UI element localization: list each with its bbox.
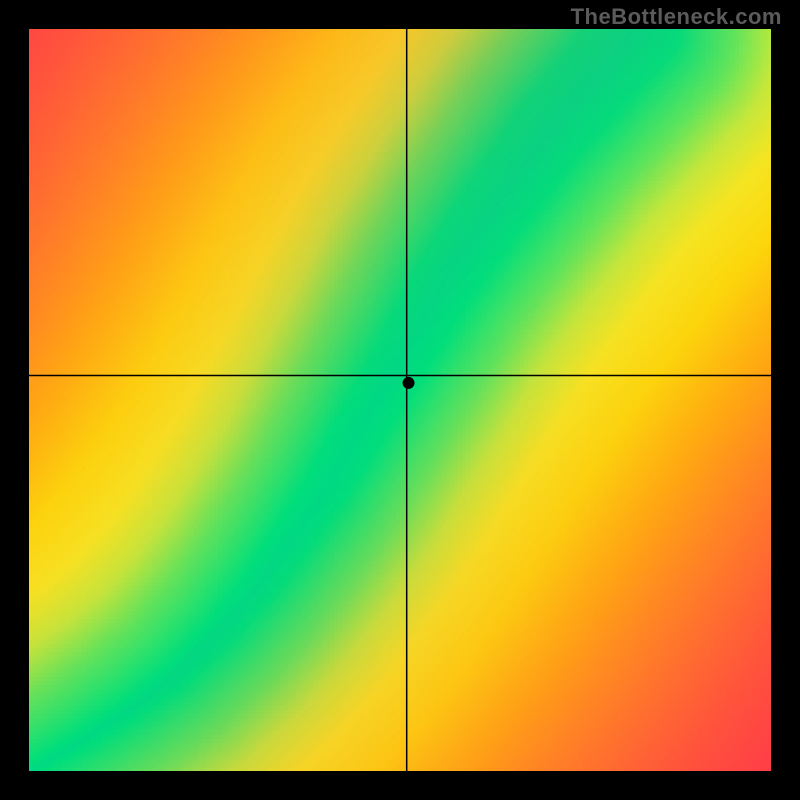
watermark-text: TheBottleneck.com <box>571 4 782 30</box>
chart-container: TheBottleneck.com <box>0 0 800 800</box>
bottleneck-heatmap <box>28 28 772 772</box>
